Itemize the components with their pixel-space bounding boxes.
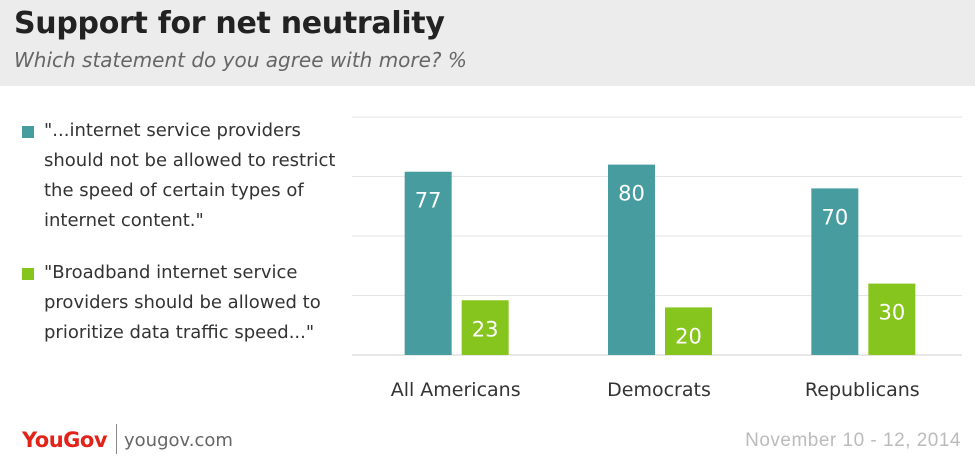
bar xyxy=(868,283,916,355)
yougov-logo: YouGov xyxy=(22,428,108,452)
legend-swatch-green xyxy=(22,268,34,280)
footer-site: yougov.com xyxy=(124,430,233,451)
bar xyxy=(665,307,712,355)
header: Support for net neutrality Which stateme… xyxy=(0,0,975,86)
chart-subtitle: Which statement do you agree with more? … xyxy=(14,48,467,72)
bar-value-label: 30 xyxy=(878,301,905,325)
bar-value-label: 20 xyxy=(675,324,702,348)
bar-value-label: 77 xyxy=(415,189,442,213)
bar xyxy=(608,164,655,355)
x-tick-label: All Americans xyxy=(391,379,521,401)
bar-value-label: 23 xyxy=(472,317,499,341)
bar-value-label: 70 xyxy=(821,205,848,229)
bar xyxy=(461,300,509,355)
legend-label: "Broadband internet service providers sh… xyxy=(44,262,321,343)
footer-divider xyxy=(116,424,117,454)
x-tick-label: Republicans xyxy=(805,379,920,401)
footer-date: November 10 - 12, 2014 xyxy=(745,430,961,451)
legend-swatch-teal xyxy=(22,126,34,138)
x-tick-label: Democrats xyxy=(607,379,711,401)
legend-label: "...internet service providers should no… xyxy=(44,120,336,231)
chart-title: Support for net neutrality xyxy=(14,6,445,41)
bar-value-label: 80 xyxy=(618,182,645,206)
bar xyxy=(811,188,859,355)
bar xyxy=(404,171,452,355)
